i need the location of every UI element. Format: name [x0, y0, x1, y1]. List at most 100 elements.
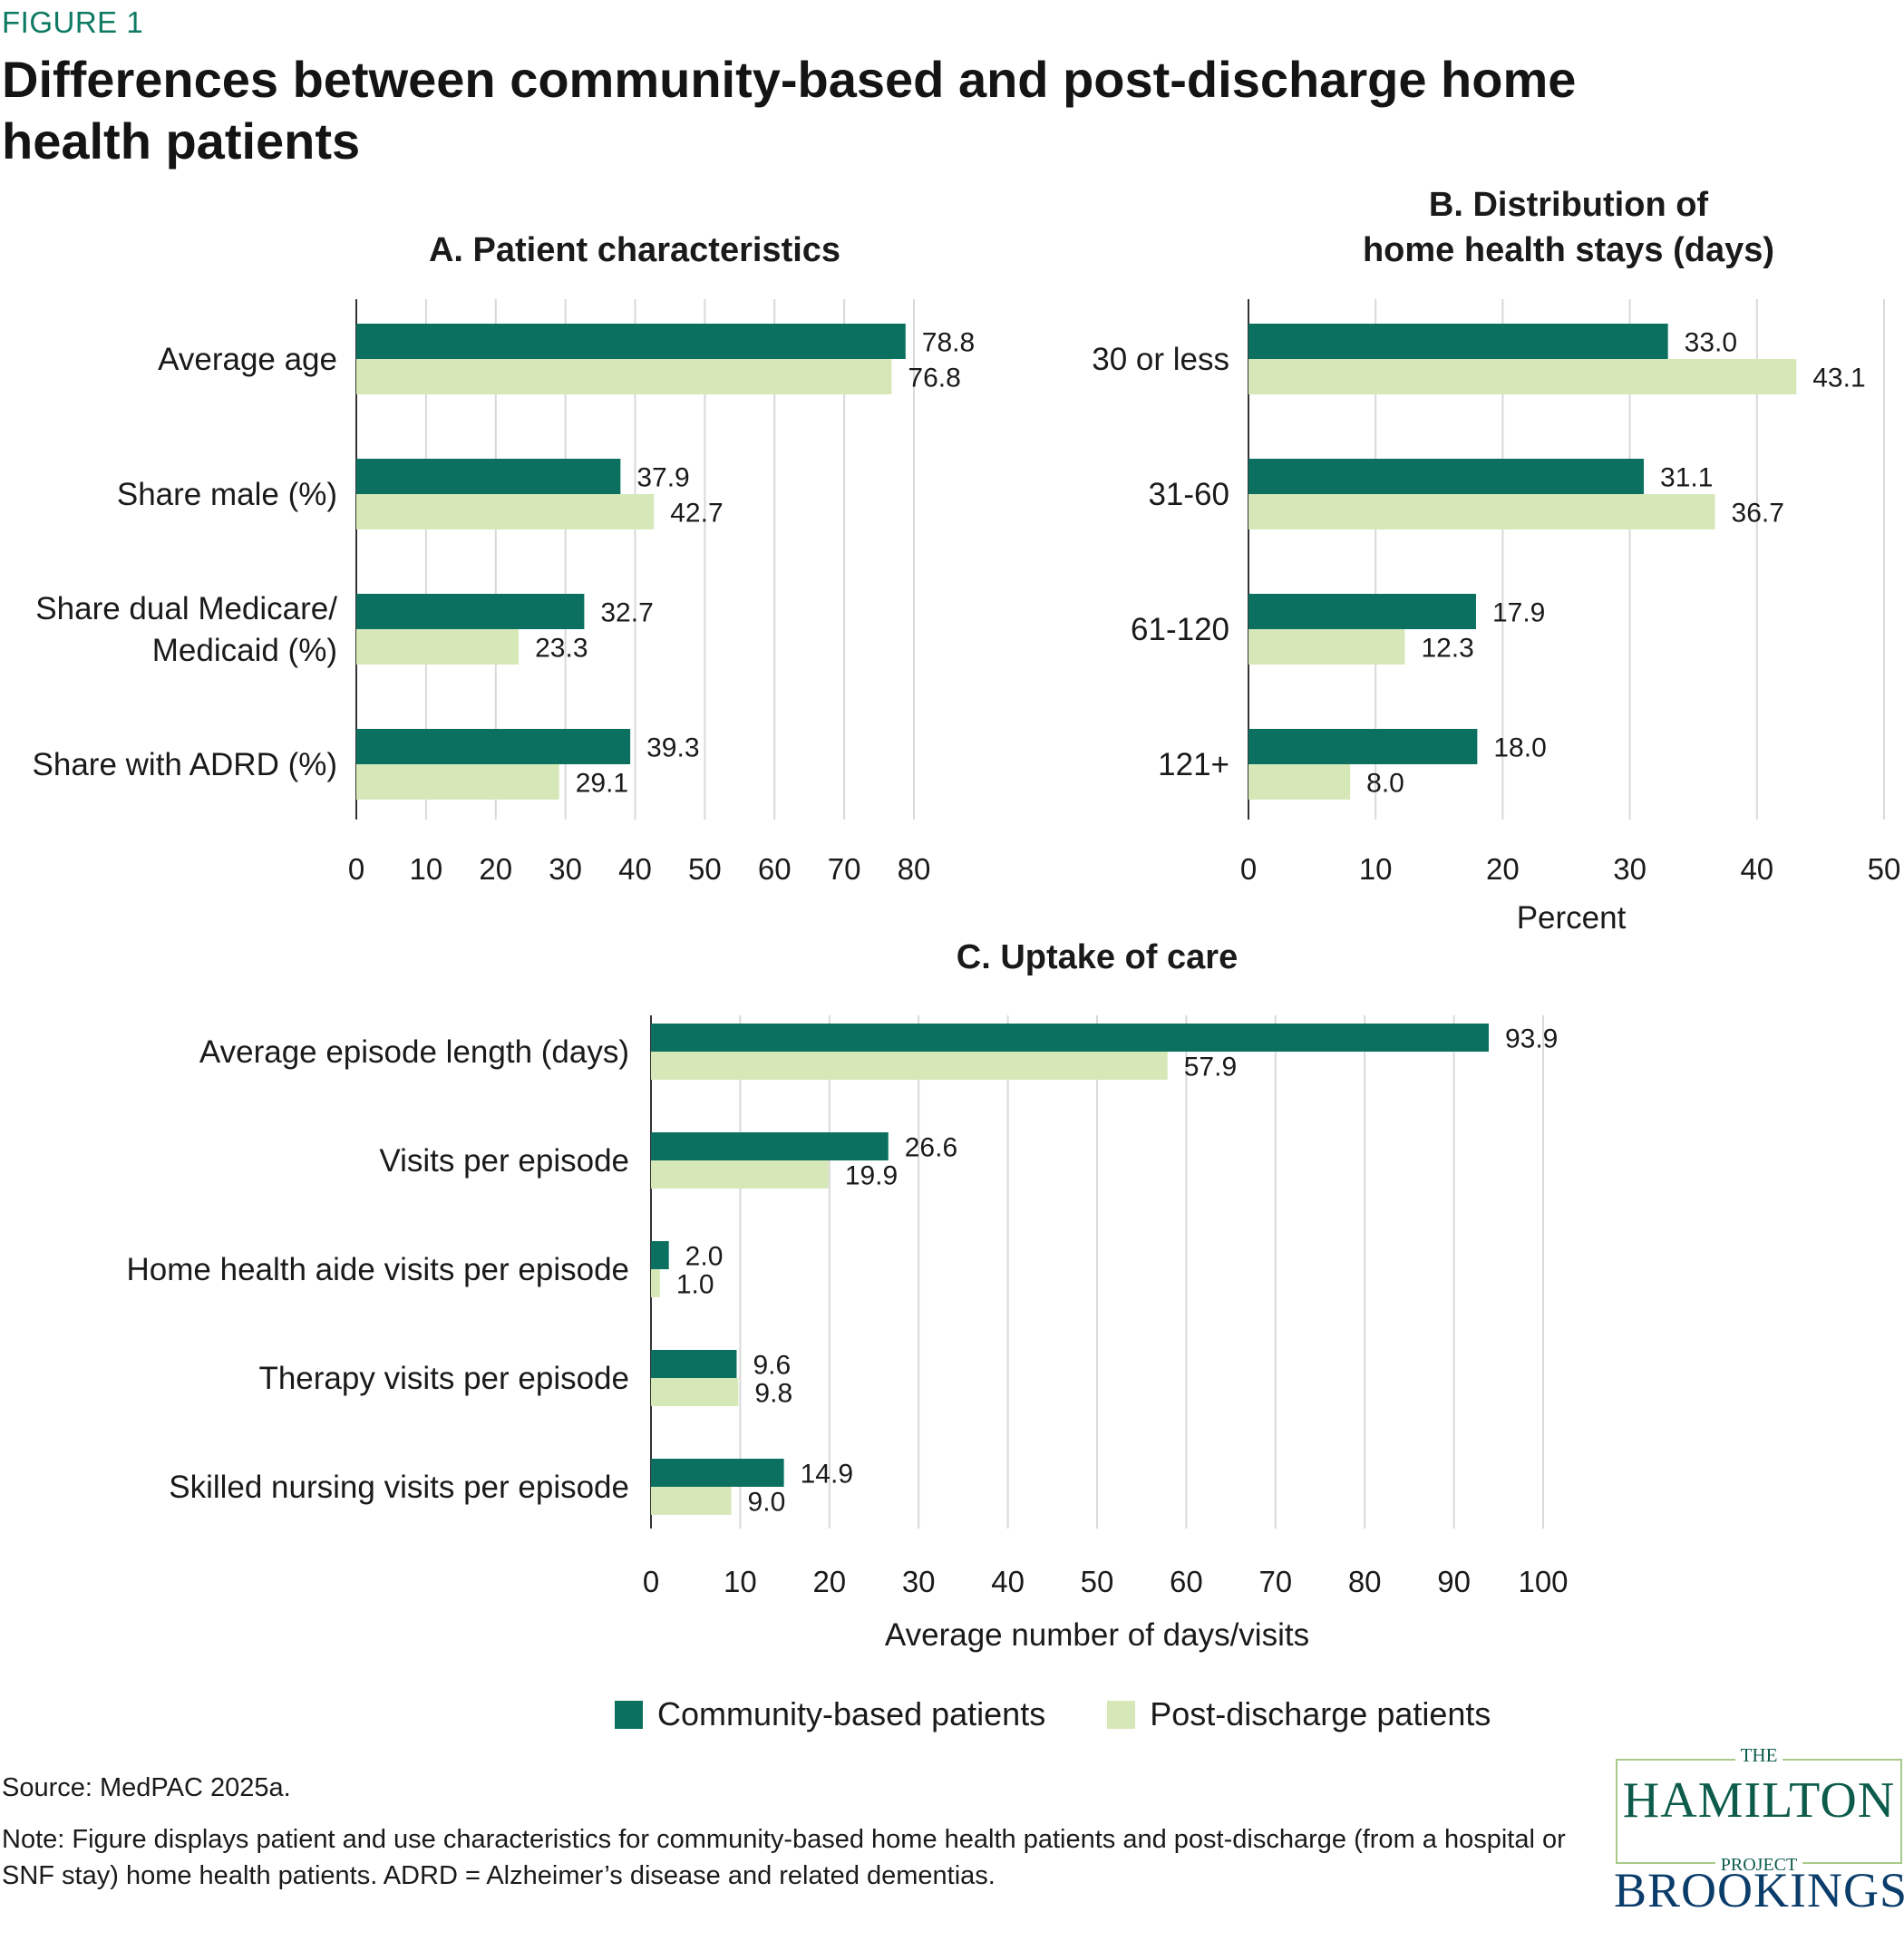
- panel-a-bar-community: [356, 729, 631, 764]
- panel-b-data-label: 12.3: [1421, 634, 1473, 664]
- panel-b-tick-label: 0: [1240, 852, 1257, 886]
- panel-c-data-label: 1.0: [676, 1270, 714, 1300]
- panel-a-tick-label: 60: [758, 852, 792, 886]
- panel-c-tick-label: 30: [902, 1565, 936, 1598]
- panel-c-data-label: 9.8: [754, 1379, 792, 1409]
- panel-a-data-label: 39.3: [646, 733, 699, 763]
- hamilton-project-logo: THE HAMILTON PROJECT: [1616, 1744, 1902, 1875]
- panel-c-data-label: 19.9: [845, 1161, 898, 1191]
- panel-b-data-label: 36.7: [1732, 499, 1784, 529]
- panel-c-tick-label: 20: [812, 1565, 846, 1598]
- panel-c-bar-post: [651, 1269, 660, 1297]
- panel-b-title: B. Distribution of: [1429, 186, 1709, 224]
- panel-a-bar-community: [356, 459, 621, 494]
- brookings-logo: BROOKINGS: [1614, 1863, 1904, 1917]
- panel-b-bar-post: [1248, 359, 1797, 394]
- legend-item-post: Post-discharge patients: [1107, 1695, 1491, 1733]
- panel-b-bar-post: [1248, 764, 1351, 800]
- panel-c-tick-label: 100: [1518, 1565, 1568, 1598]
- panel-b-data-label: 18.0: [1493, 733, 1546, 763]
- panel-b-data-label: 33.0: [1685, 328, 1737, 358]
- panel-b-data-label: 43.1: [1812, 364, 1865, 393]
- charts-canvas: A. Patient characteristics 0 10 20 30 40 50 60 7…: [33, 186, 1901, 1653]
- panel-b-category-label: 61-120: [1131, 612, 1229, 647]
- panel-a-data-label: 23.3: [535, 634, 588, 664]
- panel-c-title: C. Uptake of care: [957, 938, 1238, 976]
- legend: Community-based patients Post-discharge …: [615, 1692, 1552, 1737]
- panel-b-bar-community: [1248, 594, 1476, 629]
- panel-c-bar-post: [651, 1052, 1168, 1080]
- panel-c-tick-label: 70: [1258, 1565, 1292, 1598]
- panel-b-xlabel: Percent: [1517, 900, 1627, 936]
- panel-b-bar-post: [1248, 494, 1715, 529]
- panel-a-bar-post: [356, 494, 655, 529]
- panel-c-tick-label: 60: [1170, 1565, 1203, 1598]
- legend-swatch-community: [615, 1700, 643, 1729]
- panel-b-title: home health stays (days): [1363, 231, 1774, 269]
- panel-b-category-label: 121+: [1158, 747, 1229, 782]
- panel-a-bar-community: [356, 324, 906, 359]
- panel-a-category-label: Medicaid (%): [152, 633, 337, 668]
- panel-a-category-label: Share male (%): [117, 477, 337, 512]
- panel-b-data-label: 17.9: [1492, 598, 1545, 628]
- panel-c-bar-post: [651, 1487, 732, 1515]
- panel-b-tick-label: 30: [1613, 852, 1647, 886]
- panel-a-title: A. Patient characteristics: [429, 231, 840, 269]
- panel-b-tick-label: 10: [1359, 852, 1393, 886]
- panel-c-bar-community: [651, 1350, 737, 1378]
- panel-c-xlabel: Average number of days/visits: [885, 1617, 1309, 1653]
- panel-c-data-label: 14.9: [801, 1460, 853, 1490]
- panel-a-category-label: Average age: [158, 342, 337, 377]
- panel-b-tick-label: 20: [1486, 852, 1520, 886]
- panel-c-tick-label: 90: [1437, 1565, 1471, 1598]
- panel-c-data-label: 9.6: [753, 1351, 791, 1381]
- panel-c-bar-community: [651, 1024, 1489, 1052]
- panel-b-bar-community: [1248, 324, 1668, 359]
- panel-c-data-label: 93.9: [1505, 1024, 1558, 1054]
- panel-a-data-label: 76.8: [908, 364, 960, 393]
- panel-a-data-label: 32.7: [600, 598, 653, 628]
- panel-a-data-label: 78.8: [922, 328, 975, 358]
- panel-b-bar-community: [1248, 729, 1478, 764]
- panel-b-bar-post: [1248, 629, 1405, 665]
- panel-c-bar-community: [651, 1459, 784, 1487]
- panel-b-data-label: 8.0: [1366, 769, 1404, 799]
- source-text: Source: MedPAC 2025a.: [2, 1773, 291, 1802]
- panel-c-tick-label: 10: [724, 1565, 757, 1598]
- panel-c-category-label: Home health aide visits per episode: [127, 1252, 629, 1287]
- legend-label-post: Post-discharge patients: [1150, 1695, 1491, 1732]
- panel-b-tick-label: 50: [1868, 852, 1901, 886]
- panel-c-category-label: Therapy visits per episode: [258, 1361, 629, 1396]
- panel-a-tick-label: 40: [618, 852, 652, 886]
- panel-a-category-label: Share with ADRD (%): [33, 747, 337, 782]
- panel-a-category-label: Share dual Medicare/: [35, 591, 337, 626]
- panel-c-category-label: Skilled nursing visits per episode: [169, 1470, 629, 1505]
- panel-a-tick-label: 30: [549, 852, 582, 886]
- panel-b-category-label: 31-60: [1148, 477, 1229, 512]
- hamilton-logo-name: HAMILTON: [1622, 1772, 1896, 1829]
- panel-b-data-label: 31.1: [1660, 463, 1713, 493]
- panel-a-bar-community: [356, 594, 585, 629]
- panel-c-bar-community: [651, 1241, 669, 1269]
- panel-c-tick-label: 50: [1081, 1565, 1114, 1598]
- figure-label: FIGURE 1: [2, 5, 144, 39]
- hamilton-logo-the: THE: [1734, 1744, 1783, 1766]
- panel-c-bar-post: [651, 1378, 739, 1406]
- panel-c-tick-label: 40: [991, 1565, 1025, 1598]
- legend-swatch-post: [1107, 1700, 1136, 1729]
- panel-a-data-label: 37.9: [636, 463, 689, 493]
- panel-a-tick-label: 50: [688, 852, 722, 886]
- panel-a-bar-post: [356, 764, 559, 800]
- panel-a-tick-label: 70: [828, 852, 861, 886]
- panel-a-tick-label: 0: [348, 852, 364, 886]
- legend-label-community: Community-based patients: [657, 1695, 1046, 1732]
- panel-a-bar-post: [356, 629, 520, 665]
- panel-b-category-label: 30 or less: [1092, 342, 1229, 377]
- panel-a-tick-label: 10: [410, 852, 443, 886]
- panel-a-tick-label: 80: [898, 852, 931, 886]
- panel-b-bar-community: [1248, 459, 1645, 494]
- panel-a-data-label: 42.7: [670, 499, 723, 529]
- panel-a-tick-label: 20: [479, 852, 512, 886]
- panel-c-data-label: 26.6: [905, 1133, 957, 1163]
- panel-c-data-label: 2.0: [685, 1242, 724, 1272]
